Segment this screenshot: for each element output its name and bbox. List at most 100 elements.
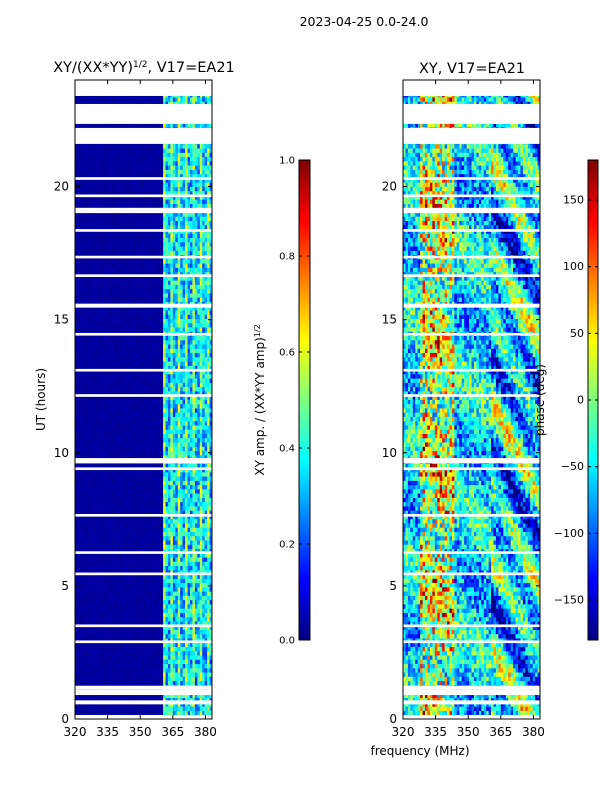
- heatmap-cell: [192, 608, 196, 613]
- heatmap-cell: [207, 557, 210, 562]
- heatmap-cell: [109, 582, 113, 588]
- heatmap-cell: [111, 616, 115, 622]
- heatmap-cell: [104, 403, 108, 409]
- heatmap-cell: [87, 429, 91, 434]
- heatmap-cell: [192, 348, 196, 354]
- heatmap-cell: [99, 569, 103, 575]
- heatmap-cell: [116, 565, 120, 571]
- heatmap-cell: [185, 403, 188, 409]
- heatmap-cell: [138, 416, 142, 422]
- heatmap-cell: [199, 569, 203, 575]
- heatmap-cell: [202, 437, 206, 443]
- heatmap-cell: [172, 621, 176, 626]
- heatmap-cell: [94, 646, 98, 652]
- heatmap-cell: [155, 638, 159, 643]
- heatmap-cell: [119, 501, 122, 507]
- heatmap-cell: [79, 633, 83, 639]
- heatmap-cell: [133, 710, 137, 716]
- heatmap-cell: [92, 646, 95, 652]
- heatmap-cell: [165, 429, 169, 434]
- heatmap-cell: [194, 633, 198, 639]
- heatmap-cell: [97, 523, 100, 528]
- heatmap-cell: [131, 616, 135, 622]
- heatmap-cell: [172, 540, 176, 545]
- heatmap-cell: [148, 339, 152, 345]
- heatmap-cell: [94, 429, 98, 434]
- heatmap-cell: [158, 612, 162, 618]
- heatmap-cell: [84, 382, 88, 388]
- heatmap-cell: [89, 540, 93, 545]
- heatmap-cell: [111, 446, 115, 452]
- heatmap-cell: [182, 659, 186, 665]
- heatmap-cell: [204, 642, 208, 647]
- heatmap-cell: [185, 497, 188, 503]
- heatmap-cell: [79, 706, 83, 711]
- heatmap-cell: [155, 603, 159, 609]
- heatmap-cell: [109, 386, 113, 392]
- heatmap-cell: [207, 429, 210, 434]
- heatmap-cell: [128, 352, 132, 358]
- heatmap-cell: [106, 582, 110, 588]
- heatmap-cell: [182, 442, 186, 447]
- heatmap-cell: [177, 578, 181, 584]
- heatmap-cell: [133, 663, 137, 669]
- heatmap-cell: [153, 484, 157, 490]
- heatmap-cell: [209, 586, 212, 592]
- heatmap-cell: [82, 663, 86, 669]
- heatmap-cell: [197, 557, 201, 562]
- heatmap-cell: [145, 514, 149, 520]
- heatmap-cell: [155, 710, 159, 716]
- heatmap-cell: [197, 476, 201, 481]
- heatmap-cell: [182, 548, 186, 554]
- heatmap-cell: [136, 646, 140, 652]
- heatmap-cell: [94, 352, 98, 358]
- heatmap-cell: [167, 646, 171, 652]
- heatmap-cell: [150, 569, 154, 575]
- heatmap-cell: [175, 557, 179, 562]
- heatmap-cell: [163, 339, 166, 345]
- heatmap-cell: [202, 463, 206, 469]
- heatmap-cell: [170, 501, 174, 507]
- heatmap-cell: [94, 339, 98, 345]
- heatmap-cell: [163, 569, 166, 575]
- heatmap-cell: [116, 552, 120, 558]
- heatmap-cell: [84, 697, 88, 703]
- heatmap-cell: [99, 578, 103, 584]
- heatmap-cell: [99, 586, 103, 592]
- heatmap-cell: [150, 501, 154, 507]
- heatmap-cell: [182, 629, 186, 635]
- heatmap-cell: [75, 552, 78, 558]
- heatmap-cell: [82, 548, 86, 554]
- heatmap-cell: [77, 659, 81, 665]
- heatmap-cell: [109, 540, 113, 545]
- heatmap-cell: [101, 442, 105, 447]
- heatmap-cell: [158, 386, 162, 392]
- heatmap-cell: [82, 638, 86, 643]
- heatmap-cell: [94, 544, 98, 549]
- heatmap-cell: [185, 535, 188, 541]
- heatmap-cell: [136, 365, 140, 371]
- heatmap-cell: [82, 373, 86, 379]
- heatmap-cell: [119, 642, 122, 647]
- heatmap-cell: [123, 429, 127, 434]
- heatmap-cell: [126, 697, 130, 703]
- heatmap-cell: [148, 403, 152, 409]
- heatmap-cell: [79, 437, 83, 443]
- heatmap-cell: [106, 591, 110, 596]
- heatmap-cell: [89, 484, 93, 490]
- heatmap-cell: [92, 667, 95, 673]
- heatmap-cell: [92, 433, 95, 439]
- heatmap-cell: [136, 395, 140, 400]
- heatmap-cell: [101, 642, 105, 647]
- heatmap-cell: [79, 527, 83, 532]
- heatmap-cell: [111, 527, 115, 532]
- heatmap-cell: [123, 382, 127, 388]
- heatmap-cell: [167, 484, 171, 490]
- heatmap-cell: [150, 672, 154, 677]
- heatmap-cell: [121, 369, 125, 375]
- heatmap-cell: [101, 356, 105, 362]
- heatmap-cell: [199, 373, 203, 379]
- heatmap-cell: [180, 446, 184, 452]
- heatmap-cell: [84, 348, 88, 354]
- heatmap-cell: [182, 382, 186, 388]
